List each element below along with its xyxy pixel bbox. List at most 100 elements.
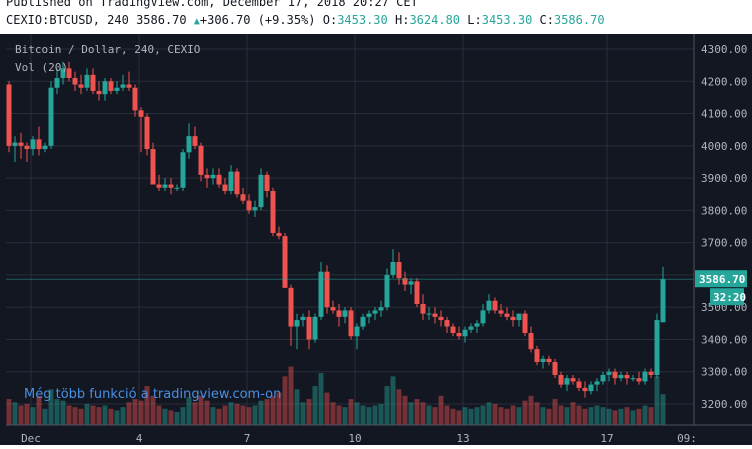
time-tick-label: 10: [348, 432, 361, 445]
volume-bar: [594, 405, 600, 425]
volume-bar: [210, 407, 216, 425]
candle-body: [234, 171, 240, 195]
candle-body: [78, 84, 84, 88]
price-tick-label: 3700.00: [701, 237, 747, 250]
candle-body: [354, 326, 360, 337]
candle-body: [516, 313, 522, 321]
volume-bar: [258, 400, 264, 425]
chart-panel[interactable]: 3200.003300.003400.003500.003600.003700.…: [0, 34, 752, 445]
last-price-badge: [695, 270, 747, 288]
candle-body: [60, 68, 66, 79]
volume-bar: [174, 412, 180, 425]
candle-body: [72, 78, 78, 85]
volume-bar: [378, 403, 384, 425]
candle-body: [648, 371, 654, 375]
volume-bar: [498, 407, 504, 425]
candle-body: [402, 278, 408, 285]
candle-body: [624, 374, 630, 379]
candle-body: [228, 171, 234, 191]
volume-bar: [426, 405, 432, 425]
volume-bar: [306, 399, 312, 425]
ohlc-line: CEXIO:BTCUSD, 240 3586.70 ▲+306.70 (+9.3…: [6, 13, 605, 27]
candle-body: [306, 316, 312, 340]
candle-body: [6, 84, 12, 146]
candle-body: [426, 313, 432, 315]
candle-body: [312, 316, 318, 340]
volume-bar: [132, 399, 138, 425]
candle-body: [90, 74, 96, 91]
volume-bar: [642, 405, 648, 425]
candle-body: [414, 281, 420, 304]
volume-bar: [6, 399, 12, 425]
volume-bar: [300, 402, 306, 425]
volume-bar: [90, 405, 96, 425]
tradingview-watermark-link[interactable]: Még több funkció a tradingview.com-on: [24, 387, 282, 402]
volume-bar: [246, 407, 252, 425]
volume-bar: [78, 408, 84, 425]
volume-bar: [354, 402, 360, 425]
candle-body: [456, 333, 462, 337]
candle-body: [420, 303, 426, 314]
volume-bar: [468, 408, 474, 425]
volume-bar: [54, 399, 60, 425]
candle-body: [204, 174, 210, 179]
volume-bar: [612, 410, 618, 425]
candle-body: [372, 310, 378, 314]
time-tick-label: 09:: [677, 432, 697, 445]
volume-bar: [288, 366, 294, 425]
candle-body: [276, 232, 282, 237]
volume-bar: [336, 405, 342, 425]
candle-body: [504, 313, 510, 317]
candle-body: [246, 200, 252, 211]
volume-bar: [150, 395, 156, 425]
volume-bar: [396, 389, 402, 425]
candle-body: [522, 313, 528, 333]
volume-bar: [180, 407, 186, 425]
candle-body: [432, 313, 438, 317]
candle-body: [480, 310, 486, 324]
candle-body: [300, 316, 306, 321]
volume-bar: [474, 407, 480, 425]
volume-bar: [606, 408, 612, 425]
candle-body: [84, 74, 90, 88]
candle-body: [510, 316, 516, 321]
volume-bar: [36, 395, 42, 425]
volume-bar: [108, 408, 114, 425]
time-tick-label: 17: [600, 432, 613, 445]
candle-body: [66, 68, 72, 79]
candle-body: [606, 371, 612, 375]
volume-legend: Vol (20): [15, 61, 68, 74]
volume-bar: [522, 400, 528, 425]
volume-bar: [516, 407, 522, 425]
volume-bar: [192, 402, 198, 425]
volume-bar: [198, 395, 204, 425]
volume-bar: [12, 402, 18, 425]
candle-body: [324, 271, 330, 308]
volume-bar: [510, 405, 516, 425]
volume-bar: [60, 400, 66, 425]
candle-body: [660, 279, 666, 323]
candle-body: [174, 187, 180, 189]
volume-bar: [18, 405, 24, 425]
volume-bar: [618, 408, 624, 425]
volume-bar: [630, 410, 636, 425]
candle-body: [390, 262, 396, 275]
volume-bar: [240, 405, 246, 425]
candle-body: [570, 378, 576, 382]
time-tick-label: 13: [456, 432, 469, 445]
candle-body: [468, 326, 474, 330]
low-value: 3453.30: [481, 13, 533, 27]
triangle-up-icon: ▲: [193, 16, 200, 27]
volume-bar: [276, 392, 282, 425]
volume-bar: [534, 402, 540, 425]
volume-bar: [156, 405, 162, 425]
volume-bar: [528, 395, 534, 425]
candle-body: [360, 316, 366, 327]
price-chart[interactable]: 3200.003300.003400.003500.003600.003700.…: [0, 34, 752, 445]
volume-bar: [114, 410, 120, 425]
volume-bar: [102, 405, 108, 425]
candle-body: [96, 90, 102, 95]
volume-bar: [450, 408, 456, 425]
volume-bar: [342, 407, 348, 425]
open-value: 3453.30: [337, 13, 388, 27]
